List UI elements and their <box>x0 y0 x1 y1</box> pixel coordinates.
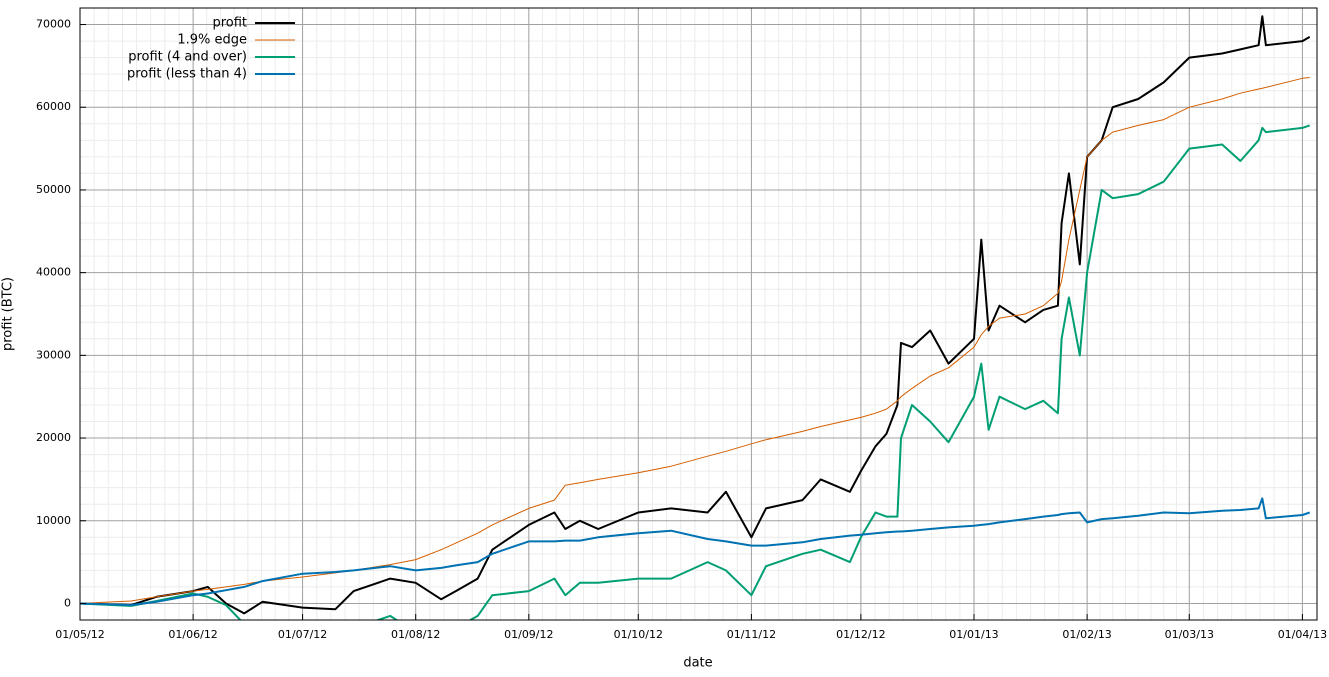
x-tick-label: 01/02/13 <box>1062 628 1111 641</box>
y-tick-label: 70000 <box>36 18 71 31</box>
legend-label: 1.9% edge <box>177 33 247 48</box>
x-tick-label: 01/07/12 <box>278 628 327 641</box>
y-tick-label: 10000 <box>36 514 71 527</box>
x-tick-label: 01/08/12 <box>391 628 440 641</box>
y-axis-label: profit (BTC) <box>1 277 16 351</box>
y-tick-label: 60000 <box>36 100 71 113</box>
series-line <box>80 15 1311 615</box>
y-tick-label: 0 <box>64 596 71 609</box>
grid <box>79 8 1317 620</box>
plot-area <box>80 15 1311 620</box>
x-tick-label: 01/01/13 <box>949 628 998 641</box>
y-tick-label: 50000 <box>36 183 71 196</box>
y-tick-label: 20000 <box>36 431 71 444</box>
x-tick-label: 01/10/12 <box>614 628 663 641</box>
legend-label: profit <box>212 16 247 31</box>
x-tick-label: 01/05/12 <box>55 628 104 641</box>
x-tick-label: 01/06/12 <box>168 628 217 641</box>
x-tick-label: 01/03/13 <box>1165 628 1214 641</box>
x-tick-label: 01/11/12 <box>727 628 776 641</box>
y-tick-label: 30000 <box>36 348 71 361</box>
legend-label: profit (less than 4) <box>127 67 247 82</box>
x-tick-label: 01/12/12 <box>836 628 885 641</box>
x-tick-label: 01/09/12 <box>504 628 553 641</box>
x-axis-label: date <box>683 656 712 671</box>
series-line <box>80 124 1311 620</box>
x-tick-label: 01/04/13 <box>1278 628 1327 641</box>
axes: 0 10000 20000 30000 40000 50000 60000 70000 01/0… <box>36 18 1327 641</box>
plot-frame <box>79 7 1318 621</box>
y-tick-label: 40000 <box>36 266 71 279</box>
legend: profit 1.9% edge profit (4 and over) profit… <box>127 16 295 82</box>
legend-label: profit (4 and over) <box>128 50 247 65</box>
series-line <box>80 497 1311 607</box>
